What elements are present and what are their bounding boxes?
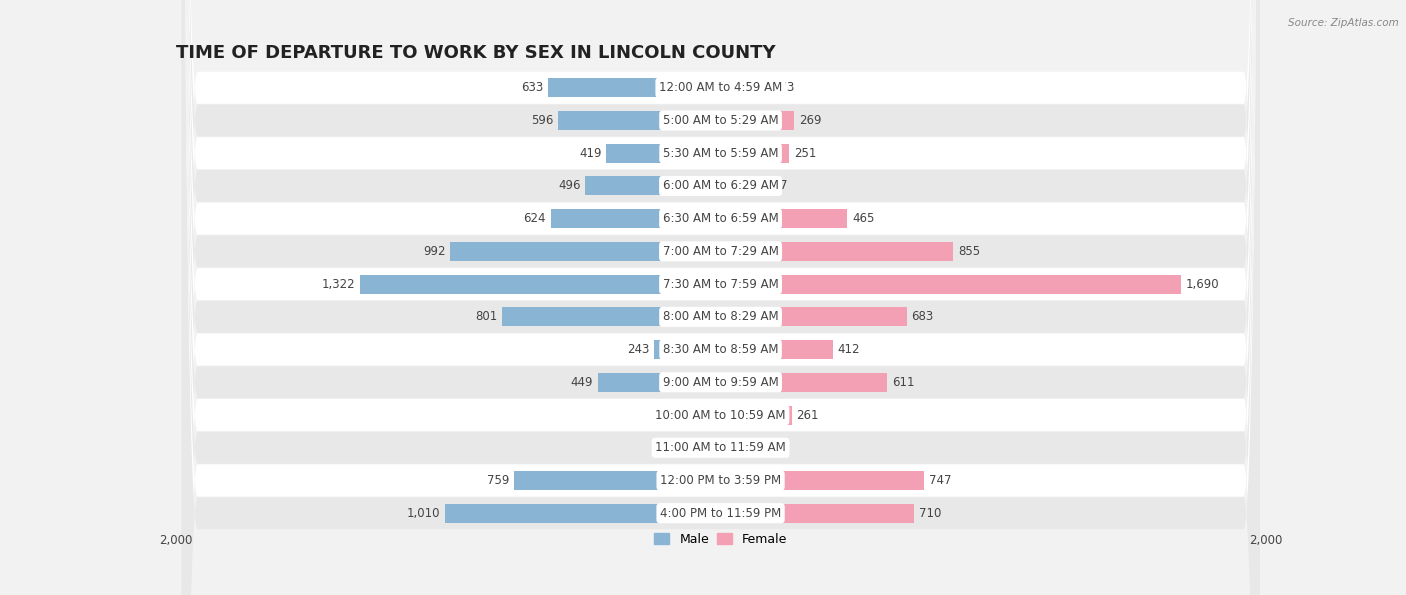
Text: 412: 412 <box>838 343 860 356</box>
Text: 269: 269 <box>799 114 821 127</box>
Text: 11:00 AM to 11:59 AM: 11:00 AM to 11:59 AM <box>655 441 786 454</box>
FancyBboxPatch shape <box>181 0 1260 595</box>
Text: 5:00 AM to 5:29 AM: 5:00 AM to 5:29 AM <box>662 114 779 127</box>
Bar <box>551 209 721 228</box>
Text: 7:00 AM to 7:29 AM: 7:00 AM to 7:29 AM <box>662 245 779 258</box>
Text: 596: 596 <box>531 114 554 127</box>
Bar <box>558 111 721 130</box>
Bar <box>721 373 887 392</box>
Text: 251: 251 <box>794 147 817 159</box>
Text: 801: 801 <box>475 311 498 323</box>
FancyBboxPatch shape <box>181 0 1260 595</box>
Bar <box>721 275 1181 293</box>
FancyBboxPatch shape <box>181 0 1260 595</box>
Text: 710: 710 <box>920 507 941 519</box>
Bar <box>585 177 721 195</box>
Text: 1,690: 1,690 <box>1185 278 1219 290</box>
Text: 747: 747 <box>929 474 952 487</box>
Text: 855: 855 <box>959 245 980 258</box>
Bar <box>721 177 761 195</box>
Bar <box>721 439 730 457</box>
Bar <box>513 471 721 490</box>
Text: 125: 125 <box>659 409 682 421</box>
Bar <box>721 79 768 97</box>
Legend: Male, Female: Male, Female <box>650 528 792 551</box>
Bar <box>502 308 721 326</box>
FancyBboxPatch shape <box>181 0 1260 595</box>
Text: 36: 36 <box>735 441 751 454</box>
Text: 147: 147 <box>765 180 787 192</box>
Text: 624: 624 <box>523 212 546 225</box>
Bar <box>654 340 721 359</box>
Text: 261: 261 <box>797 409 820 421</box>
Text: 1,010: 1,010 <box>406 507 440 519</box>
Bar <box>721 406 792 424</box>
Text: 496: 496 <box>558 180 581 192</box>
FancyBboxPatch shape <box>181 0 1260 595</box>
Bar <box>686 406 721 424</box>
Text: 10:00 AM to 10:59 AM: 10:00 AM to 10:59 AM <box>655 409 786 421</box>
Text: TIME OF DEPARTURE TO WORK BY SEX IN LINCOLN COUNTY: TIME OF DEPARTURE TO WORK BY SEX IN LINC… <box>176 43 775 61</box>
Text: 992: 992 <box>423 245 446 258</box>
Text: 1,322: 1,322 <box>322 278 356 290</box>
Text: 759: 759 <box>486 474 509 487</box>
Text: 85: 85 <box>678 441 693 454</box>
Text: 611: 611 <box>891 376 914 389</box>
Bar <box>721 308 907 326</box>
Text: 243: 243 <box>627 343 650 356</box>
Bar <box>360 275 721 293</box>
Text: 465: 465 <box>852 212 875 225</box>
FancyBboxPatch shape <box>181 0 1260 595</box>
Text: 12:00 PM to 3:59 PM: 12:00 PM to 3:59 PM <box>659 474 782 487</box>
Text: 449: 449 <box>571 376 593 389</box>
Bar <box>721 144 789 162</box>
FancyBboxPatch shape <box>181 0 1260 595</box>
Text: 683: 683 <box>911 311 934 323</box>
Text: 419: 419 <box>579 147 602 159</box>
Text: 8:00 AM to 8:29 AM: 8:00 AM to 8:29 AM <box>662 311 779 323</box>
Bar <box>446 504 721 522</box>
Text: 8:30 AM to 8:59 AM: 8:30 AM to 8:59 AM <box>662 343 779 356</box>
Bar <box>721 504 914 522</box>
Text: 4:00 PM to 11:59 PM: 4:00 PM to 11:59 PM <box>659 507 782 519</box>
Bar <box>721 242 953 261</box>
FancyBboxPatch shape <box>181 0 1260 595</box>
FancyBboxPatch shape <box>181 0 1260 595</box>
Bar <box>721 471 924 490</box>
Text: 7:30 AM to 7:59 AM: 7:30 AM to 7:59 AM <box>662 278 779 290</box>
Bar <box>599 373 721 392</box>
FancyBboxPatch shape <box>181 0 1260 595</box>
Text: 633: 633 <box>522 82 543 94</box>
Text: 6:00 AM to 6:29 AM: 6:00 AM to 6:29 AM <box>662 180 779 192</box>
Bar <box>697 439 721 457</box>
Bar <box>721 209 848 228</box>
FancyBboxPatch shape <box>181 0 1260 595</box>
Text: 173: 173 <box>773 82 794 94</box>
Text: Source: ZipAtlas.com: Source: ZipAtlas.com <box>1288 18 1399 28</box>
Bar <box>721 340 832 359</box>
Text: 9:00 AM to 9:59 AM: 9:00 AM to 9:59 AM <box>662 376 779 389</box>
Text: 12:00 AM to 4:59 AM: 12:00 AM to 4:59 AM <box>659 82 782 94</box>
Text: 5:30 AM to 5:59 AM: 5:30 AM to 5:59 AM <box>662 147 779 159</box>
Bar <box>450 242 721 261</box>
Bar <box>548 79 721 97</box>
Bar <box>721 111 794 130</box>
Text: 6:30 AM to 6:59 AM: 6:30 AM to 6:59 AM <box>662 212 779 225</box>
FancyBboxPatch shape <box>181 0 1260 595</box>
FancyBboxPatch shape <box>181 0 1260 595</box>
Bar <box>606 144 721 162</box>
FancyBboxPatch shape <box>181 0 1260 595</box>
